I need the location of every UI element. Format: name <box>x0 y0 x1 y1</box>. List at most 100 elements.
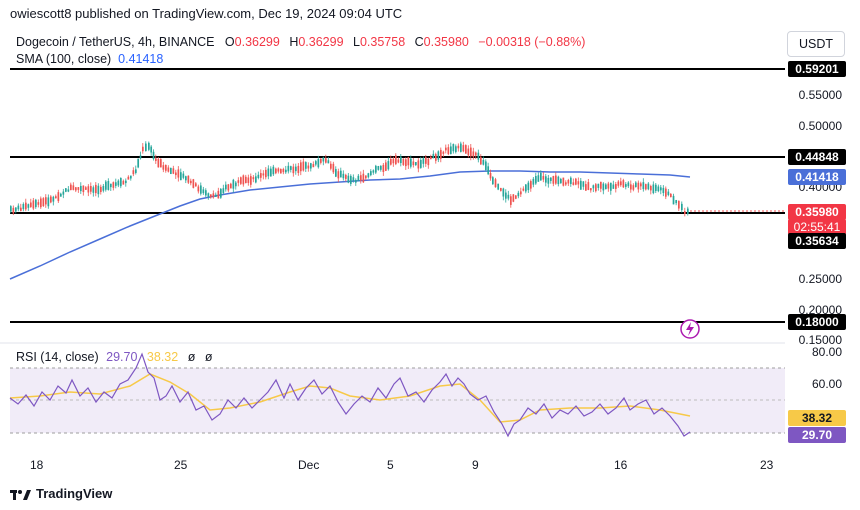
candle-body <box>377 166 380 170</box>
candle-body <box>197 186 200 192</box>
candle-body <box>267 168 270 177</box>
rsi-value: 29.70 <box>106 350 138 364</box>
sma-label: SMA (100, close) <box>16 52 112 66</box>
candle-body <box>640 183 642 187</box>
candle-body <box>235 182 237 187</box>
candle-body <box>177 169 180 178</box>
candle-body <box>407 157 410 166</box>
candle-body <box>135 169 137 173</box>
candle-body <box>157 158 160 168</box>
symbol-title[interactable]: Dogecoin / TetherUS, 4h, BINANCE <box>16 35 215 49</box>
candles-group <box>10 141 689 217</box>
price-tick-2: 0.50000 <box>798 119 842 133</box>
candle-body <box>200 185 202 194</box>
candle-body <box>357 175 360 181</box>
candle-body <box>678 200 680 209</box>
candle-body <box>565 182 567 185</box>
candle-body <box>632 185 635 190</box>
currency-button[interactable]: USDT <box>787 31 845 57</box>
rsi-badge: 29.70 <box>788 427 846 443</box>
rsi-ma-value: 38.32 <box>146 350 179 364</box>
candle-body <box>517 192 520 197</box>
candle-body <box>35 199 37 208</box>
tradingview-logo[interactable]: TradingView <box>10 486 112 501</box>
rsi-tick-60: 60.00 <box>811 377 842 391</box>
candle-body <box>162 165 165 170</box>
candle-body <box>155 158 157 161</box>
candle-body <box>20 207 22 211</box>
candle-body <box>25 202 27 210</box>
candle-body <box>400 156 402 164</box>
candle-body <box>312 164 315 168</box>
candle-body <box>670 193 672 198</box>
candle-body <box>130 175 132 179</box>
candle-body <box>320 158 322 163</box>
rsi-legend[interactable]: RSI (14, close) 29.70 38.32 ø ø <box>16 350 212 364</box>
candle-body <box>489 172 492 179</box>
candle-body <box>52 196 55 202</box>
tradingview-logo-icon <box>10 489 31 500</box>
candle-body <box>572 182 575 185</box>
lightning-icon[interactable] <box>679 318 701 340</box>
candle-body <box>475 152 477 156</box>
sma-line[interactable] <box>9 170 691 280</box>
candle-body <box>557 176 560 185</box>
candle-body <box>590 188 592 191</box>
candle-body <box>362 173 365 183</box>
candle-body <box>515 195 517 199</box>
candle-body <box>630 184 632 190</box>
time-label-18: 18 <box>30 458 44 472</box>
candle-body <box>567 180 570 184</box>
rsi-ma-line[interactable] <box>9 373 691 423</box>
candle-body <box>322 157 325 162</box>
candle-body <box>662 187 665 194</box>
level-badge-2: 0.44848 <box>788 149 846 165</box>
candle-body <box>655 184 657 191</box>
candle-body <box>375 165 377 173</box>
candle-body <box>422 158 425 164</box>
candle-body <box>192 179 195 188</box>
candle-body <box>562 177 565 186</box>
rsi-line[interactable] <box>9 352 691 438</box>
candle-body <box>525 184 527 192</box>
candle-body <box>387 161 390 170</box>
candle-body <box>307 165 310 169</box>
candle-body <box>345 174 347 179</box>
rsi-title: RSI (14, close) <box>16 350 99 364</box>
candle-body <box>597 183 600 188</box>
candle-body <box>427 158 430 166</box>
candle-body <box>30 202 32 207</box>
candle-body <box>592 185 595 189</box>
rsi-tick-80: 80.00 <box>811 345 842 359</box>
candle-body <box>327 160 330 164</box>
candle-body <box>425 157 427 164</box>
candle-body <box>207 193 210 197</box>
candle-body <box>230 183 232 189</box>
candle-body <box>512 194 515 202</box>
candle-body <box>460 143 462 152</box>
candle-body <box>180 172 182 181</box>
candle-body <box>110 183 112 188</box>
sma-legend[interactable]: SMA (100, close) 0.41418 <box>16 52 163 66</box>
candle-body <box>212 193 215 198</box>
candle-body <box>150 146 153 153</box>
candle-body <box>22 204 25 210</box>
candle-body <box>457 145 460 149</box>
candle-body <box>382 164 385 173</box>
candle-body <box>510 196 512 205</box>
high-value: 0.36299 <box>298 35 344 49</box>
candle-body <box>160 159 162 168</box>
candle-body <box>45 197 47 205</box>
level-badge-3: 0.35634 <box>788 233 846 249</box>
candle-body <box>302 161 305 171</box>
time-label-9: 9 <box>472 458 479 472</box>
candle-body <box>77 187 80 190</box>
candle-body <box>340 170 342 178</box>
candle-body <box>165 164 167 171</box>
candle-body <box>532 178 535 185</box>
low-value: 0.35758 <box>359 35 406 49</box>
candle-body <box>300 162 302 172</box>
candle-body <box>332 163 335 173</box>
candle-body <box>90 186 92 192</box>
